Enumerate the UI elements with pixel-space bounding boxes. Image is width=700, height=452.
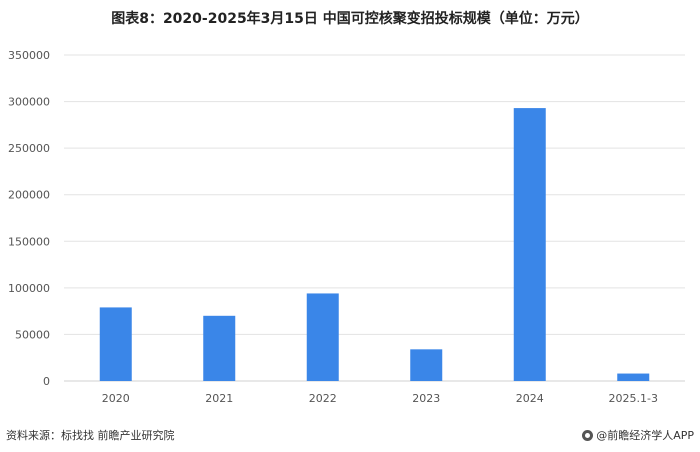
bar-2024 [513, 108, 546, 381]
bar-2025.1-3 [617, 373, 650, 381]
x-tick-label: 2022 [309, 392, 337, 405]
y-tick-label: 200000 [8, 189, 50, 202]
y-axis-tick-labels: 0 50000 100000 150000 200000 250000 300000 3500… [8, 49, 50, 388]
y-tick-label: 350000 [8, 49, 50, 62]
x-tick-label: 2023 [412, 392, 440, 405]
gridlines [64, 54, 685, 382]
chart-title: 图表8：2020-2025年3月15日 中国可控核聚变招投标规模（单位：万元） [111, 11, 589, 27]
source-note: 资料来源：标找找 前瞻产业研究院 [6, 429, 175, 442]
y-tick-label: 100000 [8, 282, 50, 295]
brand-credit: @前瞻经济学人APP [582, 427, 694, 443]
brand-logo-icon [582, 429, 594, 441]
y-tick-label: 250000 [8, 142, 50, 155]
x-tick-label: 2025.1-3 [609, 392, 658, 405]
bar-2021 [203, 315, 236, 381]
bar-2020 [99, 307, 132, 381]
x-axis-tick-labels: 2020 2021 2022 2023 2024 2025.1-3 [102, 392, 658, 405]
bars [99, 108, 650, 381]
x-tick-label: 2020 [102, 392, 130, 405]
y-tick-label: 300000 [8, 96, 50, 109]
bar-2023 [410, 349, 443, 381]
brand-label: @前瞻经济学人APP [596, 429, 694, 442]
x-tick-label: 2024 [516, 392, 544, 405]
bar-2022 [306, 293, 339, 381]
y-tick-label: 50000 [15, 328, 50, 341]
x-tick-label: 2021 [205, 392, 233, 405]
y-tick-label: 0 [43, 375, 50, 388]
y-tick-label: 150000 [8, 235, 50, 248]
